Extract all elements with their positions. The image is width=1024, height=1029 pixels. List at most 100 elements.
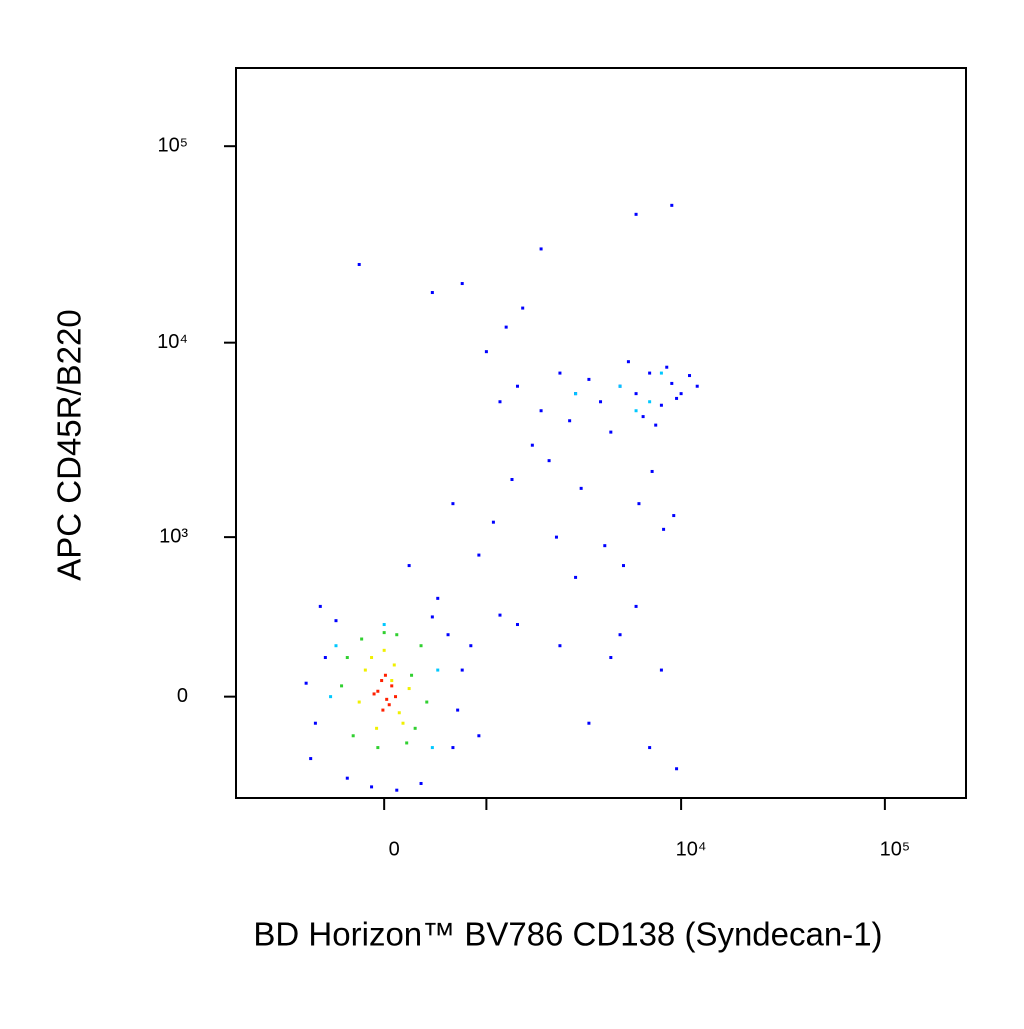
data-point [376, 746, 380, 750]
data-point [670, 203, 674, 207]
data-point [670, 381, 674, 385]
y-tick-label: 10⁴ [157, 331, 188, 353]
data-point [558, 644, 562, 648]
data-point [539, 247, 543, 251]
data-point [603, 544, 607, 548]
data-point [345, 656, 349, 660]
data-point [382, 648, 386, 652]
data-point [637, 502, 641, 506]
data-point [407, 564, 411, 568]
data-point [419, 781, 423, 785]
data-point [430, 746, 434, 750]
data-point [641, 415, 645, 419]
data-point [385, 697, 389, 701]
x-tick-label: 10⁵ [880, 838, 911, 860]
data-point [587, 377, 591, 381]
data-point [469, 644, 473, 648]
data-point [484, 350, 488, 354]
data-point [313, 721, 317, 725]
data-point [451, 502, 455, 506]
data-point [547, 459, 551, 463]
data-point [394, 695, 398, 699]
x-axis-title: BD Horizon™ BV786 CD138 (Syndecan-1) [253, 916, 882, 953]
data-point [477, 734, 481, 738]
data-point [659, 403, 663, 407]
data-point [405, 741, 409, 745]
y-tick-label: 0 [177, 685, 188, 707]
data-point [372, 692, 376, 696]
data-point [634, 409, 638, 413]
data-point [446, 633, 450, 637]
data-point [329, 695, 333, 699]
plot-frame [235, 67, 967, 799]
data-point [688, 374, 692, 378]
data-point [568, 419, 572, 423]
data-point [665, 365, 669, 369]
data-point [504, 325, 508, 329]
data-point [413, 726, 417, 730]
data-point [382, 631, 386, 635]
data-point [659, 668, 663, 672]
data-point [587, 721, 591, 725]
data-point [345, 776, 349, 780]
data-point [477, 553, 481, 557]
data-point [383, 673, 387, 677]
data-point [539, 409, 543, 413]
data-point [392, 663, 396, 667]
data-point [401, 721, 405, 725]
data-point [599, 400, 603, 404]
data-point [634, 604, 638, 608]
data-point [634, 392, 638, 396]
data-point [521, 306, 525, 310]
data-point [397, 711, 401, 715]
data-point [363, 668, 367, 672]
data-point [634, 212, 638, 216]
data-point [654, 423, 658, 427]
data-point [579, 486, 583, 490]
data-point [460, 668, 464, 672]
x-tick-label: 0 [389, 838, 400, 860]
data-point [380, 679, 384, 683]
data-point [376, 689, 380, 693]
data-point [679, 392, 683, 396]
data-point [375, 726, 379, 730]
data-point [662, 527, 666, 531]
data-point [498, 613, 502, 617]
data-point [436, 596, 440, 600]
data-point [618, 633, 622, 637]
data-point [387, 703, 391, 707]
data-point [491, 520, 495, 524]
data-point [430, 291, 434, 295]
data-point [515, 623, 519, 627]
data-point [340, 684, 344, 688]
data-point [390, 679, 394, 683]
data-point [460, 282, 464, 286]
data-point [370, 656, 374, 660]
data-point [309, 757, 313, 761]
data-point [407, 687, 411, 691]
data-point [334, 619, 338, 623]
data-point [672, 514, 676, 518]
data-point [626, 360, 630, 364]
data-point [381, 708, 385, 712]
data-point [621, 564, 625, 568]
data-point [609, 656, 613, 660]
data-point [609, 430, 613, 434]
data-point [410, 673, 414, 677]
data-point [382, 623, 386, 627]
data-point [390, 684, 394, 688]
data-point [351, 734, 355, 738]
data-point [498, 400, 502, 404]
data-point [395, 633, 399, 637]
data-point [323, 656, 327, 660]
data-point [425, 700, 429, 704]
data-point [304, 681, 308, 685]
data-point [357, 700, 361, 704]
data-point [648, 746, 652, 750]
data-point [515, 384, 519, 388]
data-point [436, 668, 440, 672]
y-tick-label: 10³ [159, 525, 188, 547]
data-point [370, 785, 374, 789]
data-point [675, 767, 679, 771]
